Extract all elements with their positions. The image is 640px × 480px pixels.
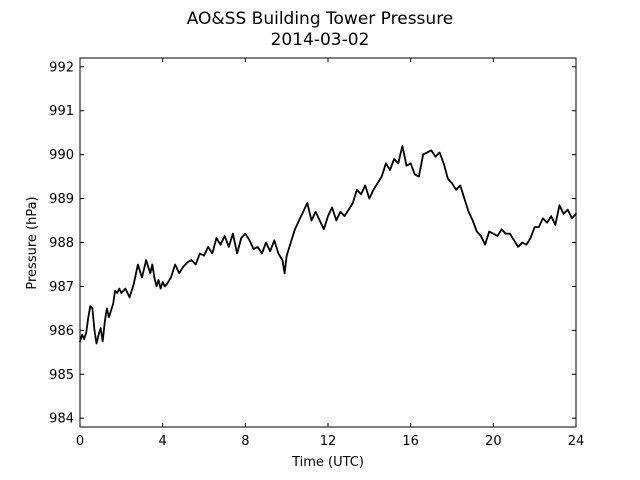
x-tick-label: 4 <box>159 434 167 449</box>
y-tick-label: 990 <box>49 148 74 163</box>
y-tick-label: 992 <box>49 60 74 75</box>
y-tick-label: 985 <box>49 368 74 383</box>
x-tick-label: 12 <box>320 434 337 449</box>
chart-subtitle: 2014-03-02 <box>271 30 370 50</box>
chart-title: AO&SS Building Tower Pressure <box>187 9 454 29</box>
y-tick-label: 991 <box>49 104 74 119</box>
y-tick-label: 987 <box>49 280 74 295</box>
x-tick-label: 24 <box>568 434 585 449</box>
y-axis-label: Pressure (hPa) <box>25 196 40 289</box>
y-tick-label: 989 <box>49 192 74 207</box>
y-tick-label: 984 <box>49 412 74 427</box>
x-tick-label: 16 <box>402 434 419 449</box>
y-tick-label: 986 <box>49 324 74 339</box>
x-axis-ticks: 0 4 8 12 16 20 24 <box>76 58 584 449</box>
plot-area: 0 4 8 12 16 20 24 984 985 986 987 988 989 990 991 992 <box>49 57 584 449</box>
x-tick-label: 0 <box>76 434 84 449</box>
x-axis-label: Time (UTC) <box>291 455 364 470</box>
x-tick-label: 20 <box>485 434 502 449</box>
plot-frame <box>79 57 577 428</box>
y-axis-ticks: 984 985 986 987 988 989 990 991 992 <box>49 60 576 427</box>
y-tick-label: 988 <box>49 236 74 251</box>
x-tick-label: 8 <box>241 434 249 449</box>
pressure-series-line <box>79 145 577 345</box>
